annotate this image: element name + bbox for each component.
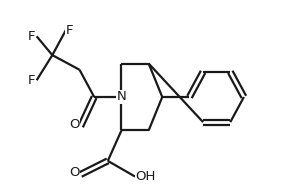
- Text: O: O: [69, 118, 79, 131]
- Text: O: O: [69, 166, 79, 179]
- Text: F: F: [65, 23, 73, 36]
- Text: OH: OH: [135, 170, 156, 183]
- Text: N: N: [117, 90, 126, 104]
- Text: F: F: [28, 74, 35, 87]
- Text: F: F: [28, 30, 35, 43]
